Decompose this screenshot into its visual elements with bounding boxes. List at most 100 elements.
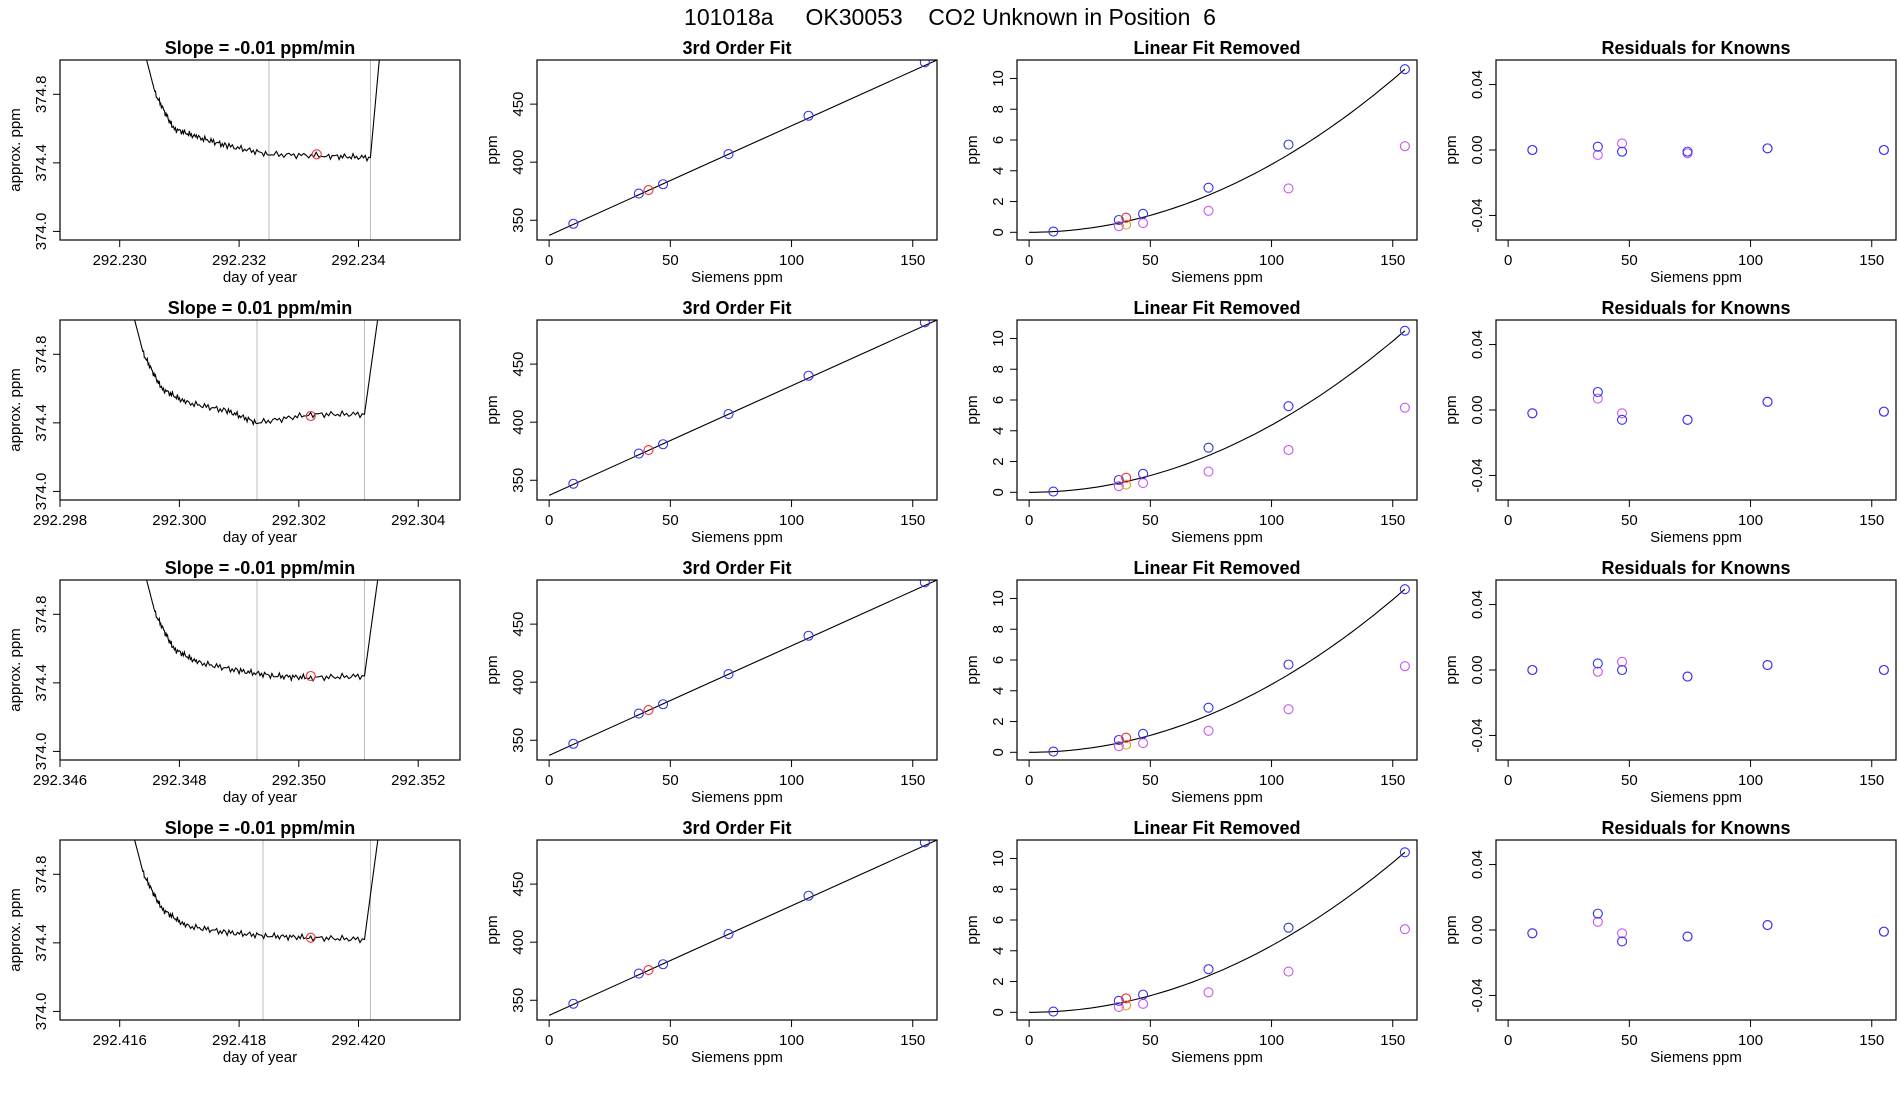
x-tick-label-r1c4: 150 bbox=[1859, 252, 1884, 269]
known-point-r2c2 bbox=[803, 370, 814, 381]
x-tick-label-r2c4: 50 bbox=[1621, 512, 1638, 529]
x-tick-label-r3c4: 50 bbox=[1621, 772, 1638, 789]
y-tick-label-r3c4: 0.04 bbox=[1469, 590, 1486, 619]
x-tick-label-r3c3: 0 bbox=[1025, 772, 1033, 789]
x-tick-label-r2c3: 100 bbox=[1259, 512, 1284, 529]
known-point-r2c2 bbox=[568, 478, 579, 489]
known-point-r4c2 bbox=[658, 959, 669, 970]
unknown-point-r1c3 bbox=[1121, 212, 1132, 223]
known-point-r1c4 bbox=[1592, 141, 1603, 152]
x-axis-label-r3c2: Siemens ppm bbox=[691, 789, 783, 806]
x-tick-label-r4c3: 50 bbox=[1142, 1032, 1159, 1049]
x-tick-label-r2c1: 292.302 bbox=[272, 512, 326, 529]
known-point-r2c3 bbox=[1048, 486, 1059, 497]
x-tick-label-r4c1: 292.416 bbox=[93, 1032, 147, 1049]
x-tick-label-r1c3: 50 bbox=[1142, 252, 1159, 269]
x-tick-label-r4c2: 0 bbox=[545, 1032, 553, 1049]
offset-point-r3c3 bbox=[1138, 738, 1149, 749]
known-point-r3c4 bbox=[1592, 658, 1603, 669]
plot-area-r2c2 bbox=[548, 320, 937, 496]
known-point-r1c4 bbox=[1878, 144, 1889, 156]
panel-title-r2c2: 3rd Order Fit bbox=[682, 298, 791, 318]
x-tick-label-r4c4: 50 bbox=[1621, 1032, 1638, 1049]
offset-point-r3c3 bbox=[1283, 704, 1294, 715]
known-point-r4c4 bbox=[1617, 936, 1628, 947]
unknown-marker-r1c1 bbox=[311, 149, 322, 160]
y-tick-label-r4c3: 8 bbox=[990, 885, 1007, 893]
y-axis-label-r2c1: approx. ppm bbox=[7, 368, 24, 451]
y-tick-label-r3c3: 8 bbox=[990, 625, 1007, 633]
x-tick-label-r2c3: 0 bbox=[1025, 512, 1033, 529]
panel-title-r4c1: Slope = -0.01 ppm/min bbox=[165, 818, 356, 838]
known-point-r4c2 bbox=[723, 929, 734, 940]
x-tick-label-r1c4: 0 bbox=[1504, 252, 1512, 269]
x-tick-label-r1c1: 292.232 bbox=[212, 252, 266, 269]
plot-area-r2c1 bbox=[134, 320, 379, 500]
x-axis-label-r1c3: Siemens ppm bbox=[1171, 269, 1263, 286]
y-tick-label-r1c2: 450 bbox=[510, 92, 527, 117]
x-tick-label-r2c2: 100 bbox=[779, 512, 804, 529]
y-tick-label-r2c3: 2 bbox=[990, 457, 1007, 465]
known-point-r1c3 bbox=[1283, 139, 1294, 150]
known-point-r3c4 bbox=[1527, 664, 1538, 676]
unknown-point-r1c2 bbox=[643, 185, 654, 196]
offset-point-r2c4 bbox=[1592, 393, 1603, 404]
offset-point-r2c3 bbox=[1138, 478, 1149, 489]
x-axis-label-r1c4: Siemens ppm bbox=[1650, 269, 1742, 286]
x-tick-label-r3c1: 292.348 bbox=[152, 772, 206, 789]
y-tick-label-r3c2: 350 bbox=[510, 728, 527, 753]
x-axis-label-r3c3: Siemens ppm bbox=[1171, 789, 1263, 806]
y-axis-label-r2c3: ppm bbox=[964, 395, 981, 424]
known-point-r3c4 bbox=[1878, 664, 1889, 676]
unknown-point-r3c2 bbox=[643, 705, 654, 716]
y-axis-label-r1c2: ppm bbox=[484, 135, 501, 164]
y-axis-label-r4c1: approx. ppm bbox=[7, 888, 24, 971]
known-point-r1c4 bbox=[1527, 144, 1538, 156]
known-point-r3c2 bbox=[658, 699, 669, 710]
x-tick-label-r1c2: 50 bbox=[662, 252, 679, 269]
panel-title-r2c4: Residuals for Knowns bbox=[1601, 298, 1790, 318]
x-axis-label-r2c2: Siemens ppm bbox=[691, 529, 783, 546]
y-tick-label-r4c1: 374.4 bbox=[33, 924, 50, 962]
x-axis-label-r4c3: Siemens ppm bbox=[1171, 1049, 1263, 1066]
known-point-r4c4 bbox=[1592, 908, 1603, 919]
concentration-trace-r1c1 bbox=[146, 60, 380, 163]
offset-point-r2c3 bbox=[1283, 444, 1294, 456]
unknown-point-r3c3 bbox=[1121, 732, 1132, 743]
known-point-r2c3 bbox=[1399, 325, 1410, 336]
x-tick-label-r3c2: 0 bbox=[545, 772, 553, 789]
x-tick-label-r2c1: 292.298 bbox=[33, 512, 87, 529]
x-tick-label-r4c3: 150 bbox=[1380, 1032, 1405, 1049]
panel-title-r3c3: Linear Fit Removed bbox=[1133, 558, 1300, 578]
plot-area-r1c4 bbox=[1527, 138, 1889, 160]
fit-curve-r3c3 bbox=[1029, 588, 1406, 753]
known-point-r1c2 bbox=[919, 60, 930, 68]
fit-line-r4c2 bbox=[548, 840, 937, 1016]
x-axis-label-r3c1: day of year bbox=[223, 789, 297, 806]
known-point-r1c4 bbox=[1762, 143, 1773, 154]
known-point-r4c3 bbox=[1203, 964, 1214, 975]
y-tick-label-r1c1: 374.0 bbox=[33, 213, 50, 251]
y-tick-label-r4c1: 374.8 bbox=[33, 856, 50, 894]
offset-point-r3c4 bbox=[1592, 666, 1603, 677]
y-tick-label-r4c3: 0 bbox=[990, 1008, 1007, 1016]
plot-area-r1c1 bbox=[146, 60, 380, 240]
offset-point-r2c3 bbox=[1399, 402, 1410, 413]
offset-unknown-point-r3c3 bbox=[1121, 739, 1132, 750]
x-tick-label-r4c2: 150 bbox=[900, 1032, 925, 1049]
x-tick-label-r3c3: 50 bbox=[1142, 772, 1159, 789]
known-point-r1c2 bbox=[633, 188, 644, 199]
y-tick-label-r4c4: -0.04 bbox=[1469, 978, 1486, 1012]
y-axis-label-r4c4: ppm bbox=[1443, 915, 1460, 944]
known-point-r4c3 bbox=[1113, 995, 1124, 1006]
y-tick-label-r1c2: 350 bbox=[510, 208, 527, 233]
x-tick-label-r1c2: 150 bbox=[900, 252, 925, 269]
y-axis-label-r4c3: ppm bbox=[964, 915, 981, 944]
known-point-r4c3 bbox=[1048, 1006, 1059, 1017]
known-point-r1c2 bbox=[568, 218, 579, 229]
y-axis-label-r1c4: ppm bbox=[1443, 135, 1460, 164]
plot-frame-r3c2 bbox=[536, 579, 938, 761]
known-point-r1c3 bbox=[1138, 208, 1149, 219]
x-tick-label-r2c4: 150 bbox=[1859, 512, 1884, 529]
y-axis-label-r3c3: ppm bbox=[964, 655, 981, 684]
